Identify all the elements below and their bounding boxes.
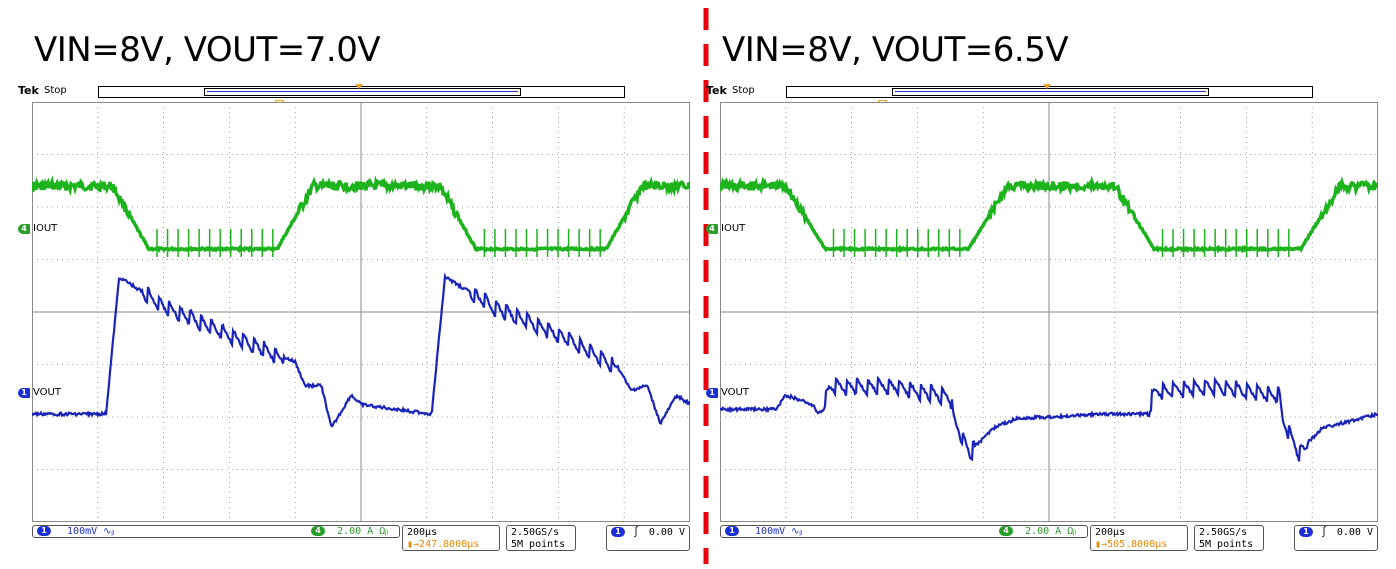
channel-readout: 1 100mV ∿ᵦ 4 2.00 A Ωᵦ [32,525,400,538]
panel-divider [703,8,709,564]
scope-right: Tek Stop T 4 IOUT 1 VOUT 1 100mV ∿ᵦ 4 2.… [706,82,1378,557]
ch1-ground-marker: 1 [706,388,718,398]
readout-bar: 1 100mV ∿ᵦ 4 2.00 A Ωᵦ 200µs ▮→247.8000µ… [32,525,690,555]
ch4-scale: 2.00 A [1025,526,1062,537]
vout-trace [720,375,1378,462]
acquisition-readout: 2.50GS/s 5M points [506,525,576,551]
panel-title-left: VIN=8V, VOUT=7.0V [34,30,381,70]
ch4-scale: 2.00 A [337,526,374,537]
record-bar [98,84,625,98]
record-length: 5M points [511,539,566,550]
ch4-ground-marker: 4 [18,224,30,234]
vout-label: VOUT [721,387,749,398]
ch1-chip: 1 [725,526,739,536]
timebase: 200µs [1095,527,1126,538]
trigger-delay: ▮→247.8000µs [407,539,480,550]
trigger-readout: 1 ∫ 0.00 V [1294,525,1378,551]
ch1-chip: 1 [37,526,51,536]
ac-bw-icon: ∿ᵦ [103,526,115,537]
ch1-ground-marker: 1 [18,388,30,398]
vout-trace [32,272,690,428]
readout-bar: 1 100mV ∿ᵦ 4 2.00 A Ωᵦ 200µs ▮→505.8000µ… [720,525,1378,555]
ch1-scale: 100mV [67,526,98,537]
iout-label: IOUT [721,223,746,234]
trigger-delay-icon: ▮→ [1095,539,1108,550]
acquisition-readout: 2.50GS/s 5M points [1194,525,1264,551]
graticule [32,102,690,522]
tek-logo: Tek [706,84,727,97]
scope-header: Tek Stop [18,84,690,98]
sample-rate: 2.50GS/s [1199,527,1248,538]
panel-title-right: VIN=8V, VOUT=6.5V [722,30,1069,70]
rising-edge-icon: ∫ [1321,527,1328,538]
ac-bw-icon: ∿ᵦ [791,526,803,537]
vout-label: VOUT [33,387,61,398]
iout-trace [32,175,690,254]
trigger-source-chip: 1 [1299,527,1313,537]
trigger-level: 0.00 V [648,527,685,538]
record-window [892,88,1209,96]
trigger-readout: 1 ∫ 0.00 V [606,525,690,551]
rising-edge-icon: ∫ [633,527,640,538]
trigger-position-icon [355,84,363,89]
waveform-display [720,102,1378,522]
ohm-bw-icon: Ωᵦ [1067,526,1077,537]
run-state: Stop [732,85,755,96]
run-state: Stop [44,85,67,96]
timebase-readout: 200µs ▮→505.8000µs [1090,525,1188,551]
iout-label: IOUT [33,223,58,234]
trigger-level: 0.00 V [1336,527,1373,538]
scope-left: Tek Stop T 4 IOUT 1 VOUT 1 100mV ∿ᵦ 4 2.… [18,82,690,557]
trigger-delay-icon: ▮→ [407,539,420,550]
waveform-display [32,102,690,522]
ch1-scale: 100mV [755,526,786,537]
tek-logo: Tek [18,84,39,97]
ch4-ground-marker: 4 [706,224,718,234]
timebase-readout: 200µs ▮→247.8000µs [402,525,500,551]
timebase: 200µs [407,527,438,538]
record-length: 5M points [1199,539,1254,550]
sample-rate: 2.50GS/s [511,527,560,538]
trigger-delay: ▮→505.8000µs [1095,539,1168,550]
ch4-chip: 4 [999,526,1013,536]
channel-readout: 1 100mV ∿ᵦ 4 2.00 A Ωᵦ [720,525,1088,538]
record-bar [786,84,1313,98]
ohm-bw-icon: Ωᵦ [379,526,389,537]
scope-header: Tek Stop [706,84,1378,98]
trigger-position-icon [1043,84,1051,89]
ch4-chip: 4 [311,526,325,536]
trigger-source-chip: 1 [611,527,625,537]
graticule [720,102,1378,522]
record-window [204,88,521,96]
